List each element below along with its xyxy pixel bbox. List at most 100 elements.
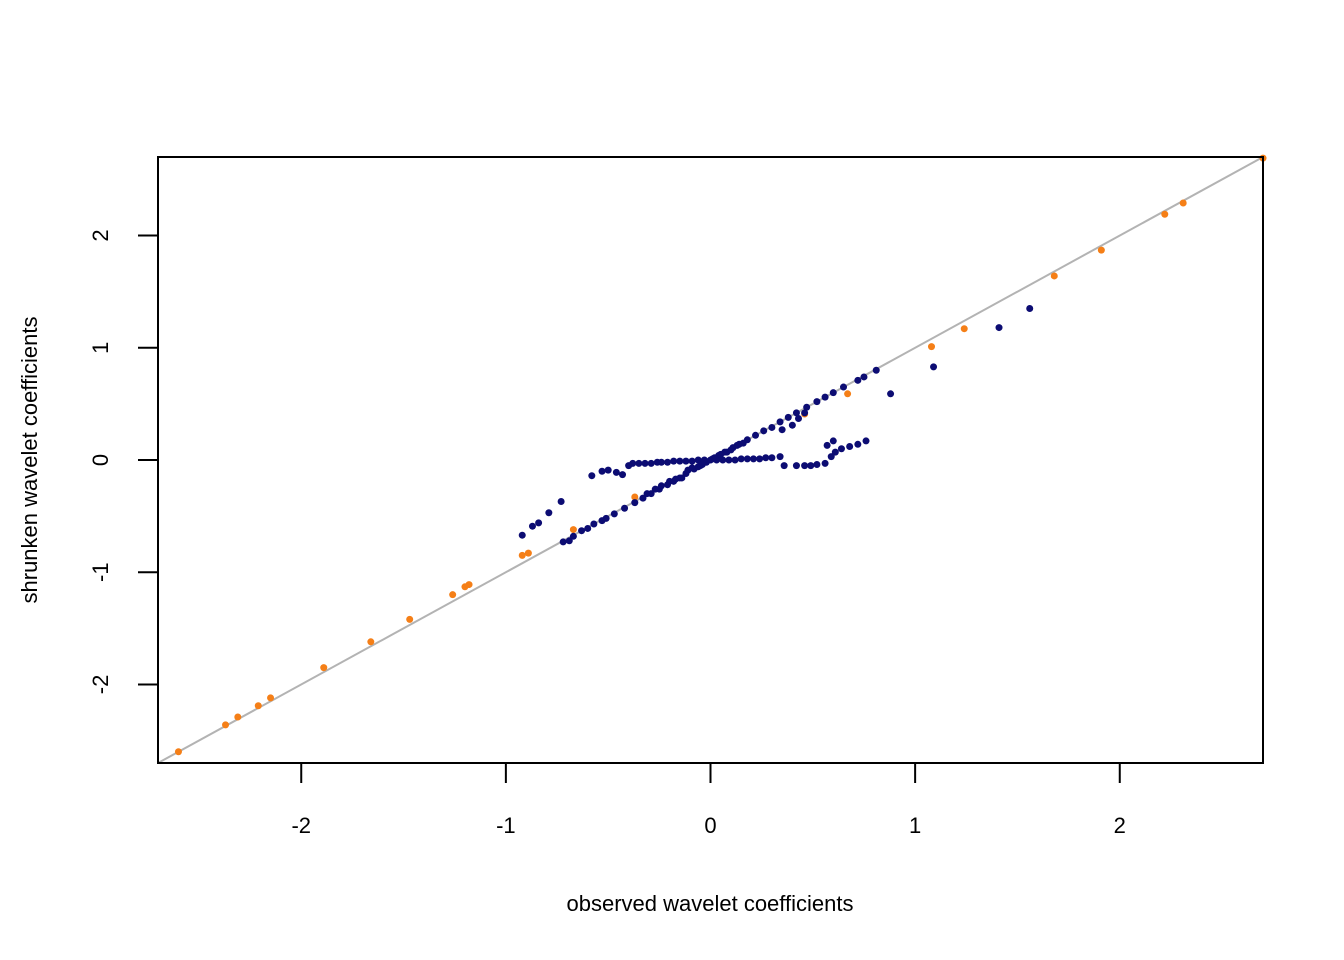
data-point (792, 462, 800, 470)
data-point (1097, 246, 1105, 254)
data-point (557, 498, 565, 506)
data-point (768, 423, 776, 431)
data-point (559, 538, 567, 546)
data-point (629, 459, 637, 467)
data-point (621, 504, 629, 512)
data-point (578, 527, 586, 535)
data-point (545, 509, 553, 517)
data-point (719, 456, 727, 464)
data-point (631, 499, 639, 507)
data-point (672, 475, 680, 483)
data-point (678, 474, 686, 482)
data-point (844, 390, 852, 398)
data-point (682, 457, 690, 465)
data-point (518, 551, 526, 559)
y-tick-label: 1 (88, 342, 113, 354)
data-point (670, 457, 678, 465)
data-point (813, 460, 821, 468)
x-tick-label: 2 (1114, 813, 1126, 838)
data-point (651, 485, 659, 493)
data-point (792, 409, 800, 417)
data-point (639, 494, 647, 502)
x-axis: -2 -1 0 1 2 (291, 763, 1126, 838)
data-point (872, 366, 880, 374)
data-point (657, 458, 665, 466)
data-point (727, 446, 735, 454)
data-point (739, 439, 747, 447)
data-point (821, 459, 829, 467)
data-point (647, 459, 655, 467)
data-points (174, 154, 1267, 756)
data-point (569, 526, 577, 534)
data-point (733, 441, 741, 449)
data-point (854, 376, 862, 384)
data-point (813, 398, 821, 406)
data-point (737, 455, 745, 463)
data-point (794, 414, 802, 422)
data-point (725, 456, 733, 464)
data-point (641, 459, 649, 467)
data-point (320, 664, 328, 672)
data-point (569, 532, 577, 540)
x-axis-label: observed wavelet coefficients (567, 891, 854, 916)
data-point (688, 464, 696, 472)
y-tick-label: -2 (88, 675, 113, 695)
x-tick-label: 0 (704, 813, 716, 838)
data-point (831, 448, 839, 456)
data-point (643, 490, 651, 498)
data-point (524, 549, 532, 557)
data-point (717, 450, 725, 458)
data-point (694, 456, 702, 464)
data-point (780, 462, 788, 470)
data-point (756, 455, 764, 463)
data-point (604, 466, 612, 474)
data-point (688, 457, 696, 465)
data-point (234, 713, 242, 721)
data-point (1050, 272, 1058, 280)
data-point (610, 510, 618, 518)
data-point (565, 537, 573, 545)
data-point (664, 458, 672, 466)
y-tick-label: 0 (88, 454, 113, 466)
y-axis: -2 -1 0 1 2 (88, 229, 158, 694)
data-point (590, 520, 598, 528)
data-point (801, 462, 809, 470)
x-tick-label: -2 (291, 813, 311, 838)
y-axis-label: shrunken wavelet coefficients (17, 317, 42, 604)
data-point (862, 437, 870, 445)
x-tick-label: 1 (909, 813, 921, 838)
data-point (803, 403, 811, 411)
data-point (752, 431, 760, 439)
data-point (768, 454, 776, 462)
data-point (676, 457, 684, 465)
data-point (840, 383, 848, 391)
y-tick-label: 2 (88, 229, 113, 241)
data-point (222, 721, 230, 729)
data-point (784, 413, 792, 421)
data-point (749, 455, 757, 463)
data-point (518, 531, 526, 539)
data-point (698, 460, 706, 468)
data-point (619, 471, 627, 479)
data-point (928, 343, 935, 351)
data-point (631, 493, 639, 501)
plot-frame (157, 156, 1264, 764)
data-point (731, 456, 739, 464)
data-point (760, 427, 768, 435)
data-point (776, 453, 784, 461)
data-point (887, 390, 895, 398)
data-point (827, 453, 835, 461)
data-point (829, 389, 837, 397)
data-point (778, 426, 786, 434)
data-point (367, 638, 375, 646)
data-point (801, 409, 809, 417)
data-point (461, 583, 469, 591)
data-point (254, 702, 262, 710)
data-point (174, 748, 182, 756)
y-tick-label: -1 (88, 562, 113, 582)
data-point (406, 615, 414, 623)
data-point (535, 519, 543, 527)
data-point (588, 472, 596, 480)
data-point (995, 324, 1003, 332)
